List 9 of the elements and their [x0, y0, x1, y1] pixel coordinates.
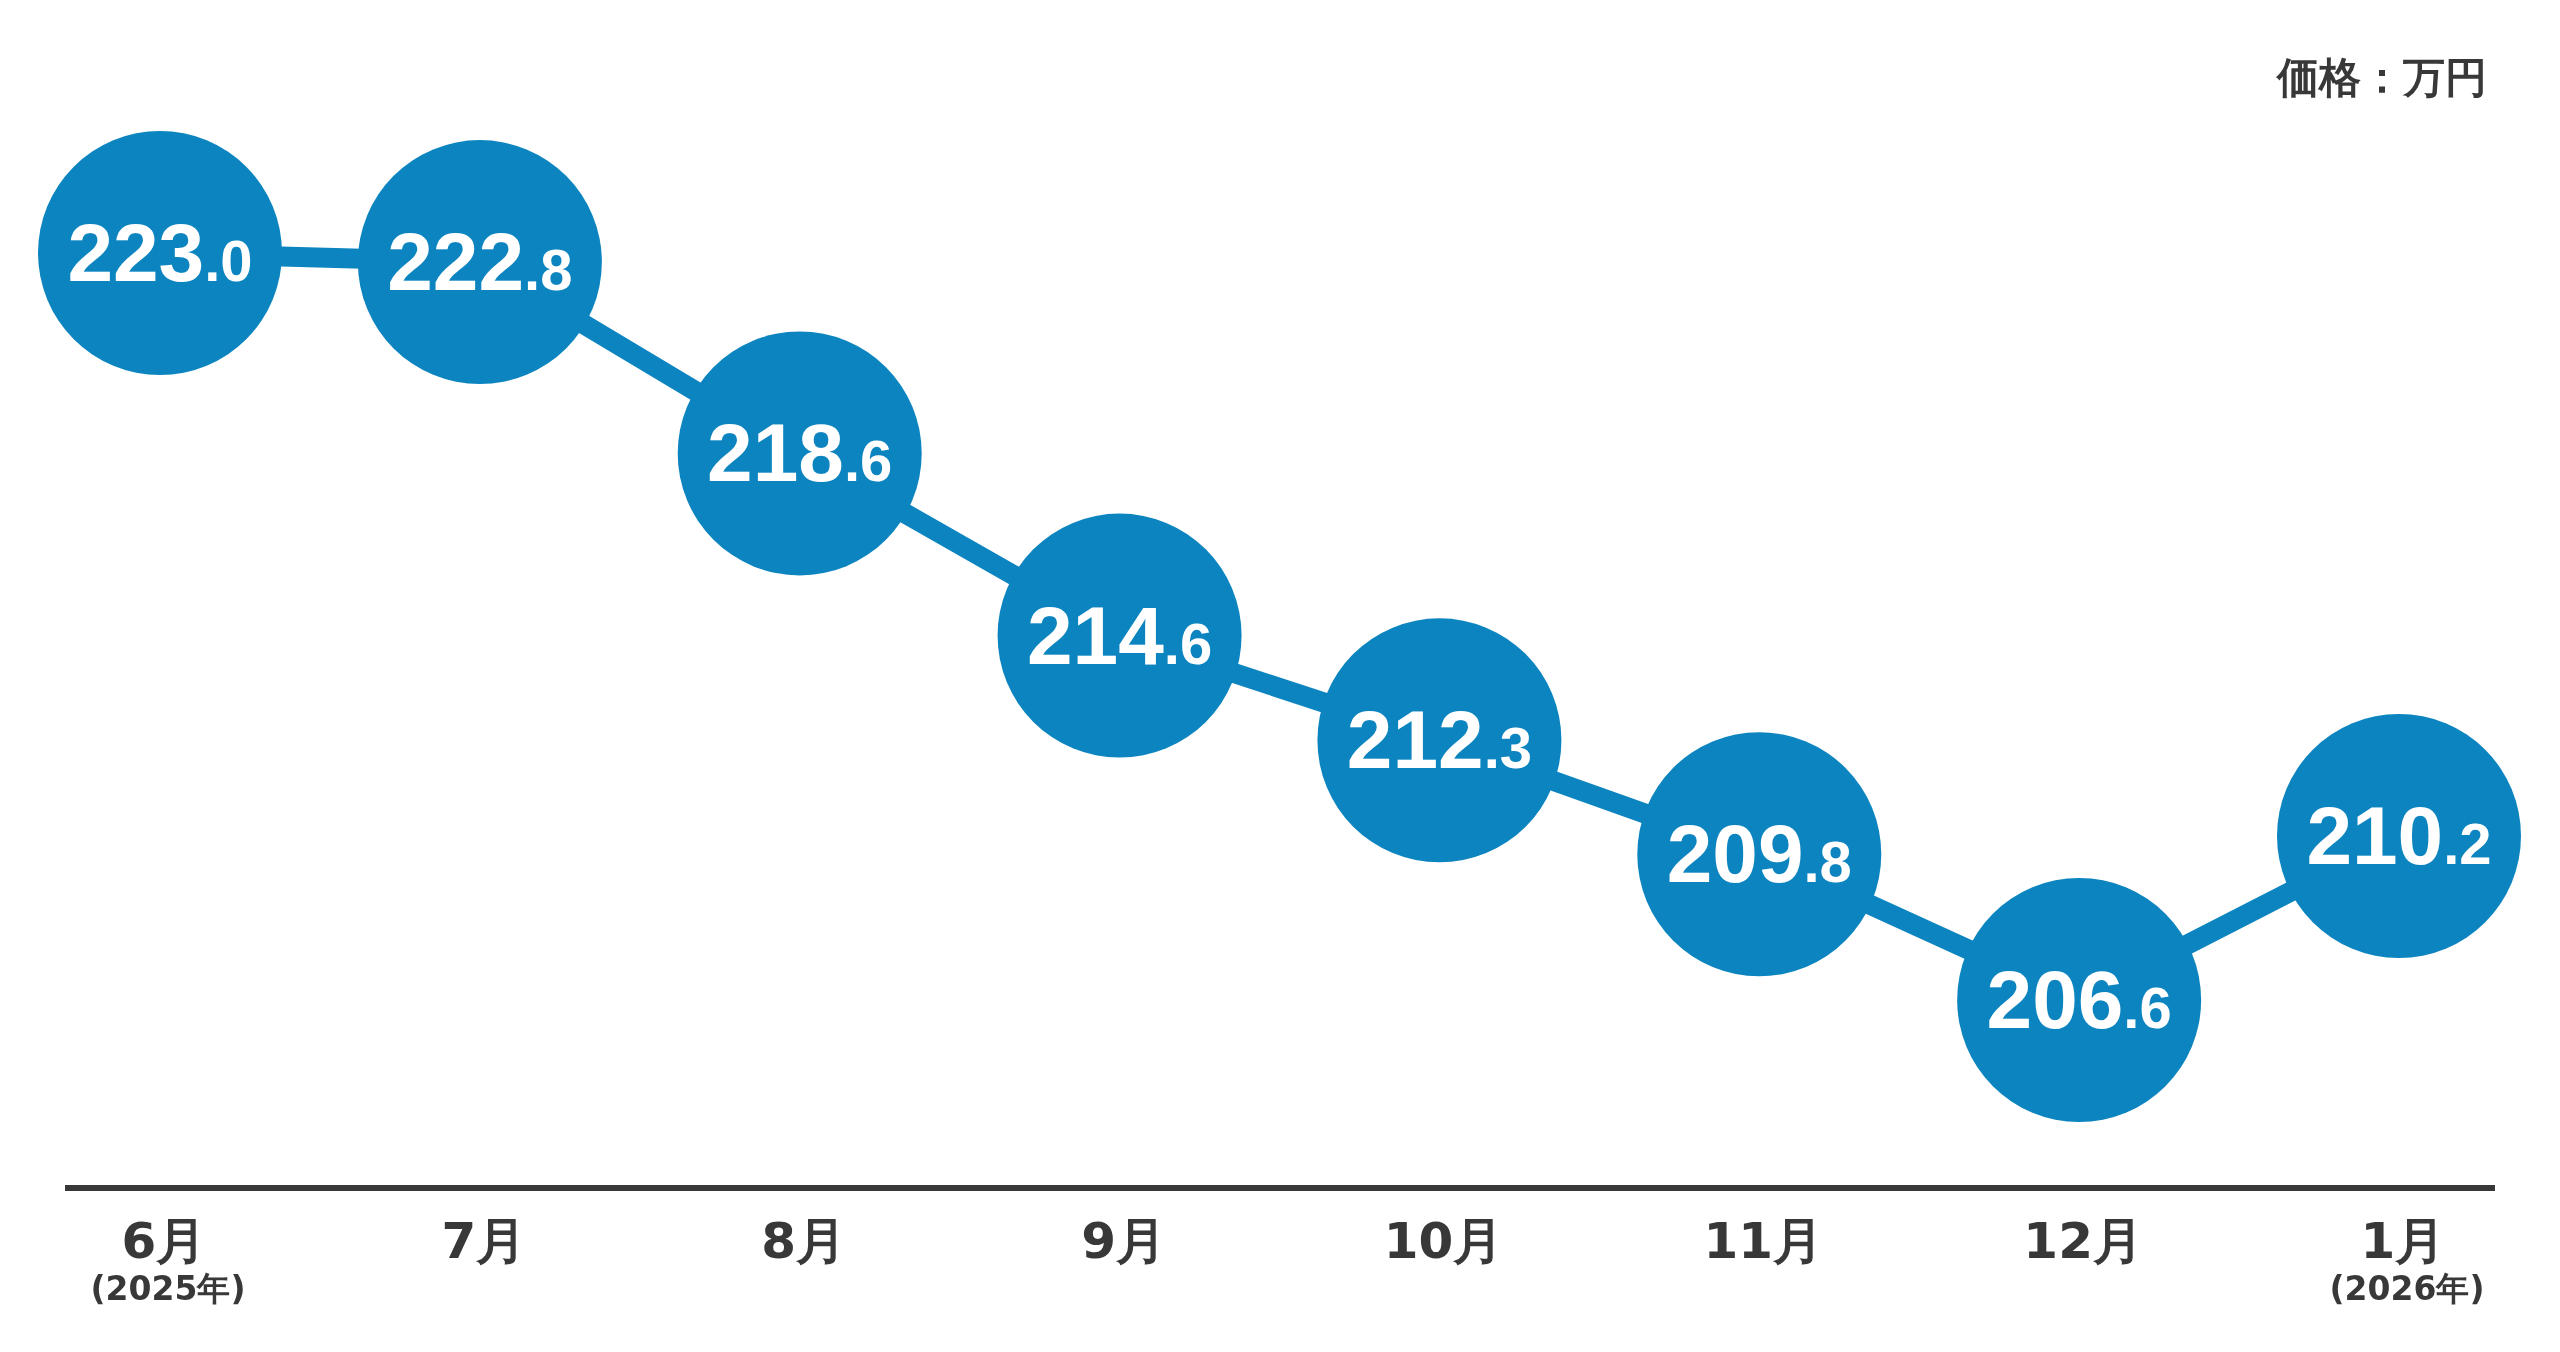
- x-tick-label: 9月: [1081, 1212, 1166, 1270]
- x-tick-label: 11月: [1703, 1212, 1824, 1270]
- x-tick-label: 7月: [441, 1212, 527, 1270]
- x-tick-label: 1月 (2026年): [2329, 1212, 2485, 1308]
- x-tick-label: 8月: [761, 1212, 847, 1270]
- x-tick-label: 6月 (2025年): [90, 1212, 246, 1308]
- x-tick-label: 10月: [1383, 1212, 1504, 1270]
- x-tick-label: 12月: [2023, 1212, 2143, 1270]
- text: 価格：万円: [2275, 53, 2487, 102]
